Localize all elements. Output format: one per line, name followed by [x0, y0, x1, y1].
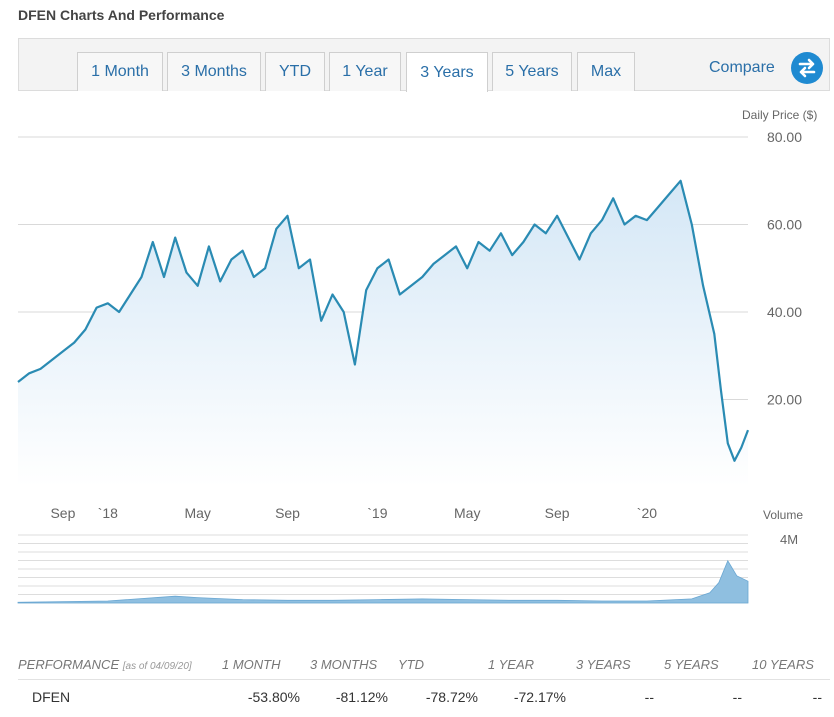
- price-area: [18, 180, 748, 488]
- cell-ytd: -78.72%: [425, 689, 478, 705]
- x-tick-label: Sep: [50, 505, 75, 521]
- performance-header: PERFORMANCE [as of 04/09/20] 1 MONTH 3 M…: [18, 650, 830, 680]
- price-axis-label: Daily Price ($): [742, 108, 818, 122]
- x-tick-label: May: [454, 505, 480, 521]
- cell-1-month: -53.80%: [247, 689, 300, 705]
- y-tick-label: 40.00: [767, 304, 802, 320]
- page-title: DFEN Charts And Performance: [18, 7, 225, 23]
- range-tab-bar: 1 Month 3 Months YTD 1 Year 3 Years 5 Ye…: [18, 38, 830, 92]
- col-5-years: 5 YEARS: [664, 657, 719, 672]
- col-3-years: 3 YEARS: [576, 657, 631, 672]
- col-3-months: 3 MONTHS: [310, 657, 378, 672]
- tab-max[interactable]: Max: [577, 52, 635, 91]
- swap-arrows-icon: [798, 58, 816, 78]
- y-tick-label: 20.00: [767, 392, 802, 408]
- col-10-years: 10 YEARS: [752, 657, 814, 672]
- cell-10-years: --: [812, 689, 822, 705]
- cell-3-years: --: [644, 689, 654, 705]
- x-tick-label: Sep: [275, 505, 300, 521]
- x-tick-label: May: [184, 505, 210, 521]
- col-ytd: YTD: [398, 657, 424, 672]
- cell-5-years: --: [732, 689, 742, 705]
- tab-1-year[interactable]: 1 Year: [329, 52, 401, 91]
- cell-1-year: -72.17%: [513, 689, 566, 705]
- x-tick-label: `20: [637, 505, 657, 521]
- cell-3-months: -81.12%: [335, 689, 388, 705]
- volume-axis-label: Volume: [763, 508, 804, 522]
- performance-table: PERFORMANCE [as of 04/09/20] 1 MONTH 3 M…: [18, 650, 830, 714]
- col-1-year: 1 YEAR: [488, 657, 535, 672]
- compare-link[interactable]: Compare: [709, 59, 775, 76]
- x-tick-label: Sep: [545, 505, 570, 521]
- volume-tick: 4M: [780, 532, 799, 547]
- tab-1-month[interactable]: 1 Month: [77, 52, 163, 91]
- compare-button[interactable]: [791, 52, 823, 84]
- table-row: DFEN -53.80% -81.12% -78.72% -72.17% -- …: [18, 680, 830, 714]
- row-ticker: DFEN: [32, 689, 71, 705]
- tab-ytd[interactable]: YTD: [265, 52, 325, 91]
- as-of-date: [as of 04/09/20]: [122, 661, 192, 672]
- tab-3-years[interactable]: 3 Years: [406, 52, 488, 92]
- tab-3-months[interactable]: 3 Months: [167, 52, 261, 91]
- col-1-month: 1 MONTH: [222, 657, 281, 672]
- price-line: [17, 179, 750, 462]
- volume-area: [17, 559, 749, 604]
- performance-label: PERFORMANCE [as of 04/09/20]: [18, 657, 192, 672]
- x-tick-label: `18: [98, 505, 118, 521]
- tab-5-years[interactable]: 5 Years: [492, 52, 572, 91]
- y-tick-label: 60.00: [767, 217, 802, 233]
- x-tick-label: `19: [367, 505, 387, 521]
- y-tick-label: 80.00: [767, 129, 802, 145]
